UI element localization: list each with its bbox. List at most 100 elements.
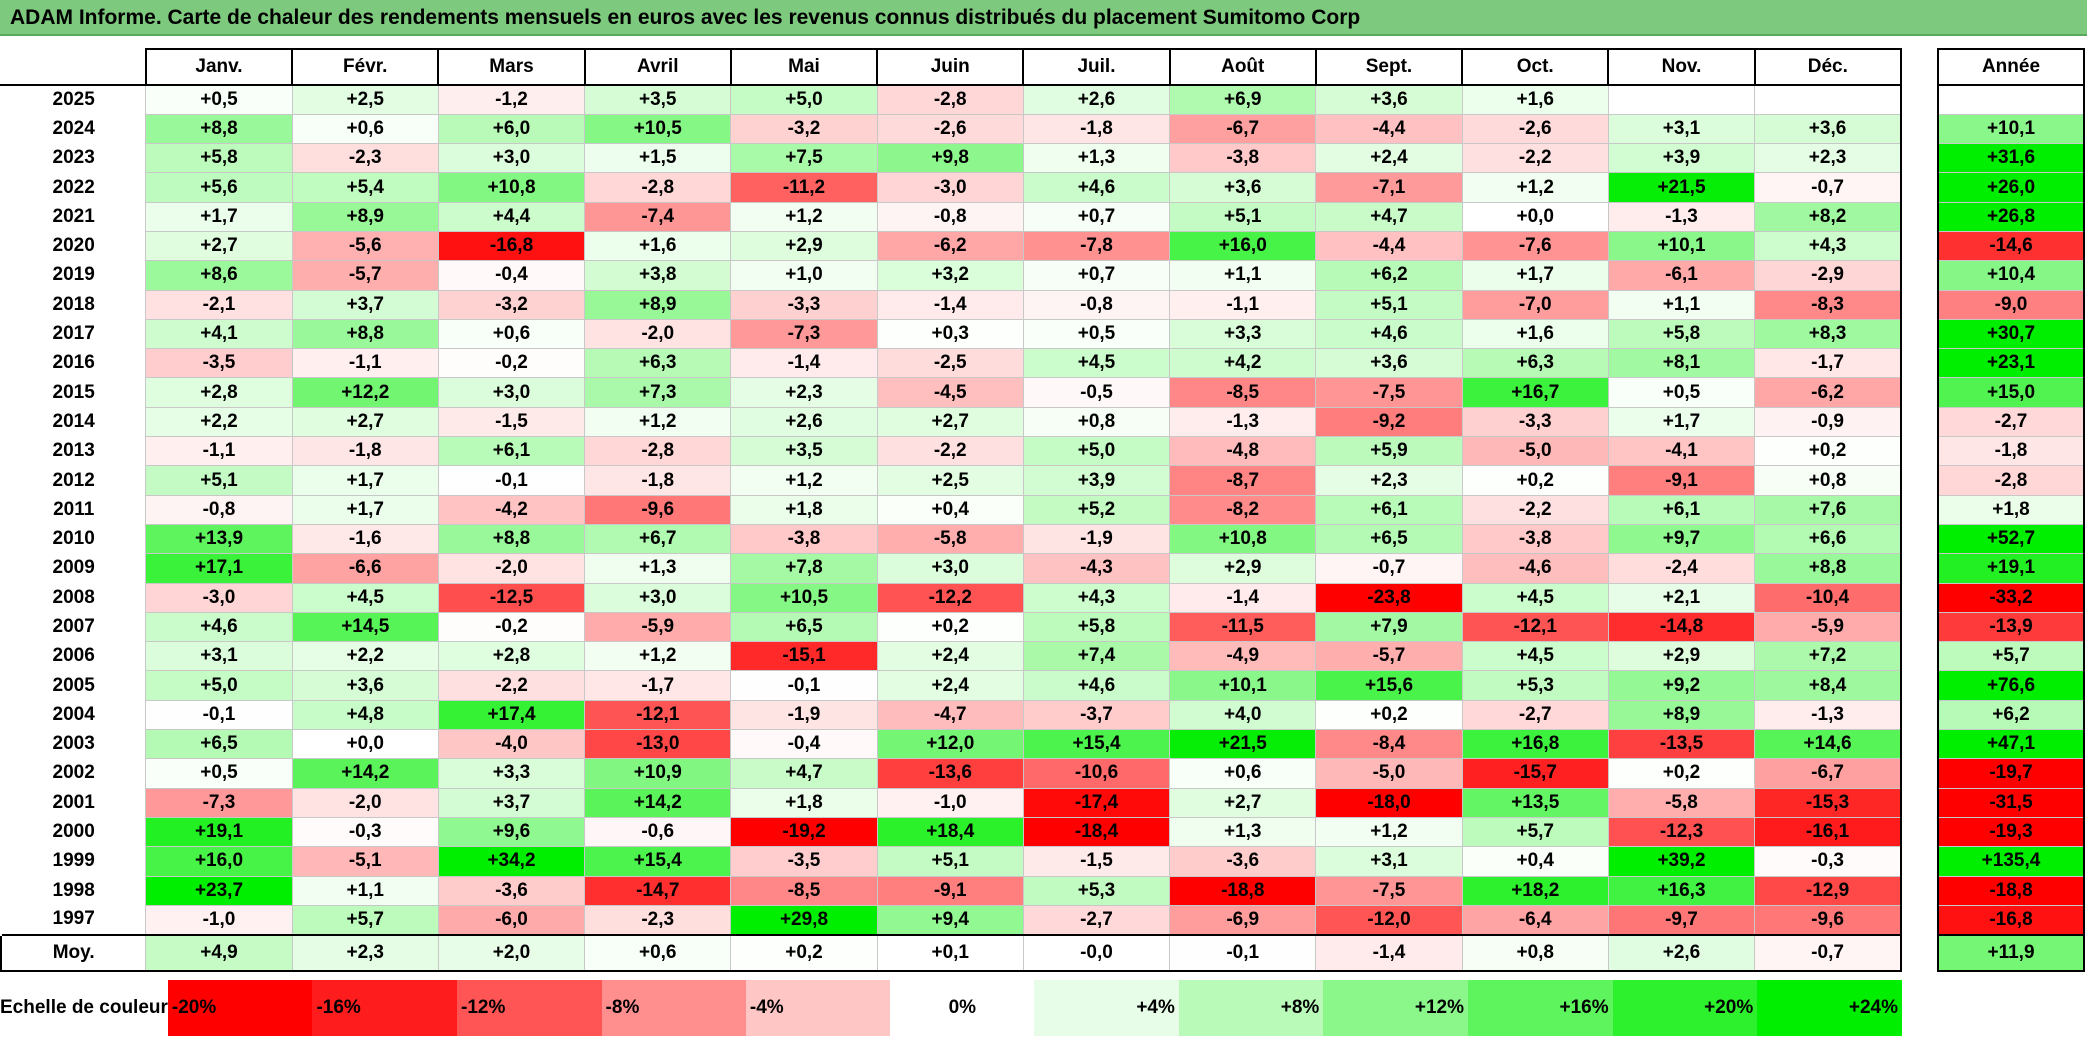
heatmap-cell: +0,2 [1754,436,1903,467]
heatmap-cell: +3,9 [1022,465,1171,496]
year-row: 2004 -0,1 +4,8 +17,4 -12,1 -1,9 -4,7 -3,7 +4,0 +0… [1,699,1903,731]
heatmap-cell: -2,6 [876,113,1024,145]
heatmap-cell: +8,9 [584,289,732,320]
year-label: 2003 [52,733,95,755]
heatmap-cell: -15,3 [1754,787,1903,818]
annual-average-row: +11,9 [1937,933,2085,972]
year-label: 1999 [52,850,95,872]
heatmap-cell: +8,3 [1754,318,1903,350]
annual-cell: +23,1 [1937,348,2085,379]
year-label: 2014 [52,410,95,432]
heatmap-cell: +0,5 [145,758,293,789]
heatmap-cell: -12,1 [584,699,732,731]
year-row: 2014 +2,2 +2,7 -1,5 +1,2 +2,6 +2,7 +0,8 -1,3 -9,2… [1,406,1903,438]
heatmap-cell: +1,2 [584,406,732,438]
year-row: 2009 +17,1 -6,6 -2,0 +1,3 +7,8 +3,0 -4,3 +2,9 -0,… [1,553,1903,584]
annual-cell: -31,5 [1937,787,2085,818]
annual-row: -33,2 [1937,582,2085,613]
heatmap-cell: +7,8 [730,553,878,584]
heatmap-cell: -0,3 [291,816,439,848]
heatmap-cell: +4,5 [1461,582,1609,613]
average-cell: +4,9 [145,933,293,972]
heatmap-cell: -0,3 [1754,846,1903,877]
heatmap-cell: +5,9 [1315,436,1463,467]
heatmap-cell: +1,6 [1461,318,1609,350]
heatmap-cell: +0,0 [291,729,439,760]
heatmap-cell: +2,4 [876,670,1024,701]
heatmap-cell: -3,8 [1461,523,1609,555]
heatmap-cell: -7,0 [1461,289,1609,320]
annual-row: +135,4 [1937,846,2085,877]
heatmap-cell: +15,4 [584,846,732,877]
heatmap-cell: +9,6 [437,816,586,848]
heatmap-cell: +3,6 [1315,348,1463,379]
heatmap-cell: +1,7 [145,201,293,232]
heatmap-cell: -5,7 [291,260,439,291]
heatmap-cell: +2,8 [437,641,586,672]
heatmap-cell: +39,2 [1607,846,1756,877]
heatmap-cell: +4,7 [730,758,878,789]
annual-row: +10,4 [1937,260,2085,291]
year-row: 2011 -0,8 +1,7 -4,2 -9,6 +1,8 +0,4 +5,2 -8,2 +6,1… [1,494,1903,525]
heatmap-cell: +9,4 [876,904,1024,936]
heatmap-cell: +0,7 [1022,260,1171,291]
heatmap-cell: +16,7 [1461,377,1609,408]
year-label: 2001 [52,791,95,813]
heatmap-cell: -5,0 [1461,436,1609,467]
heatmap-cell: -0,6 [584,816,732,848]
heatmap-cell: +1,2 [1315,816,1463,848]
heatmap-cell: -0,9 [1754,406,1903,438]
color-scale-legend: Echelle de couleur -20% -16% -12% -8% -4% 0% +4… [0,980,1902,1036]
heatmap-cell: -7,4 [584,201,732,232]
year-label: 2009 [52,557,95,579]
heatmap-cell: -0,8 [1022,289,1171,320]
average-label: Moy. [0,933,146,972]
heatmap-cell: +5,7 [291,904,439,936]
month-header: Avril [583,48,732,86]
color-scale-step: 0% [890,980,1035,1036]
heatmap-cell: +4,4 [437,201,586,232]
heatmap-cell: -2,8 [876,83,1024,115]
heatmap-cell: +4,5 [1461,641,1609,672]
month-header: Juil. [1022,48,1171,86]
heatmap-cell: -10,6 [1022,758,1171,789]
heatmap-cell: -7,6 [1461,230,1609,262]
heatmap-cell: +3,6 [1315,83,1463,115]
heatmap-cell: +7,4 [1022,641,1171,672]
heatmap-cell: +1,0 [730,260,878,291]
heatmap-cell: +16,0 [1169,230,1317,262]
heatmap-cell: +1,2 [584,641,732,672]
heatmap-cell: +5,8 [1022,611,1171,643]
heatmap-cell: -0,8 [145,494,293,525]
heatmap-cell: +4,7 [1315,201,1463,232]
heatmap-cell: -0,1 [437,465,586,496]
heatmap-cell: +3,2 [876,260,1024,291]
heatmap-cell: +10,1 [1607,230,1756,262]
annual-row: +76,6 [1937,670,2085,701]
annual-row: -1,8 [1937,436,2085,467]
heatmap-cell: -17,4 [1022,787,1171,818]
average-cell: +2,3 [291,933,439,972]
heatmap-cell: +4,8 [291,699,439,731]
average-cell: +2,0 [437,933,586,972]
heatmap-cell: +9,8 [876,143,1024,174]
page-title: ADAM Informe. Carte de chaleur des rende… [0,0,2087,36]
year-label: 2000 [52,821,95,843]
annual-cell: +26,0 [1937,172,2085,203]
month-header: Sept. [1314,48,1464,86]
heatmap-cell: +0,5 [1022,318,1171,350]
heatmap-cell: -1,0 [876,787,1024,818]
heatmap-cell: +6,3 [584,348,732,379]
heatmap-cell: -5,1 [291,846,439,877]
heatmap-cell: +6,0 [437,113,586,145]
annual-row: +30,7 [1937,318,2085,350]
annual-cell: -2,7 [1937,406,2085,438]
heatmap-cell: -3,5 [730,846,878,877]
heatmap-cell: -1,9 [730,699,878,731]
annual-cell: -9,0 [1937,289,2085,320]
heatmap-cell: -5,8 [876,523,1024,555]
heatmap-cell: -1,8 [584,465,732,496]
annual-cell: -14,6 [1937,230,2085,262]
heatmap-cell: -0,4 [437,260,586,291]
